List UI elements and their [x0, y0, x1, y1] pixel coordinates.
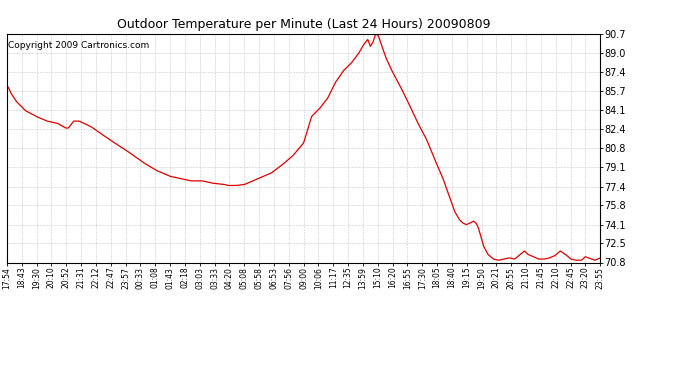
Text: Copyright 2009 Cartronics.com: Copyright 2009 Cartronics.com: [8, 40, 149, 50]
Title: Outdoor Temperature per Minute (Last 24 Hours) 20090809: Outdoor Temperature per Minute (Last 24 …: [117, 18, 491, 31]
